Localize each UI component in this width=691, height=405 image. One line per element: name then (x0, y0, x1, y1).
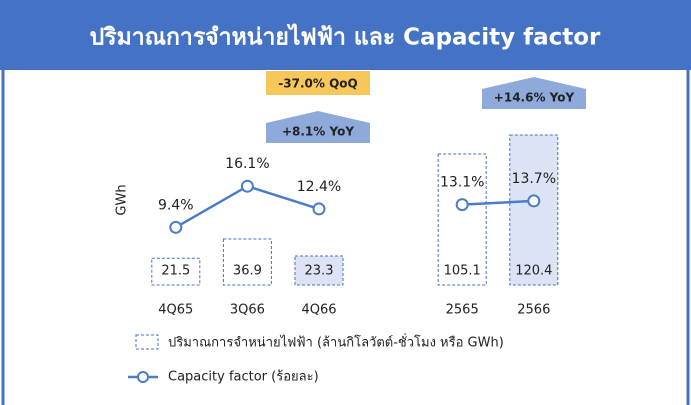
chart-title: ปริมาณการจำหน่ายไฟฟ้า และ Capacity facto… (90, 23, 601, 51)
legend-swatch (135, 334, 159, 350)
bar (151, 257, 201, 286)
annotation-box (266, 111, 370, 143)
bar-label: 23.3 (305, 264, 334, 279)
line-marker (169, 220, 183, 234)
legend-label: Capacity factor (ร้อยละ) (168, 370, 319, 385)
bar (509, 134, 559, 286)
point-label: 13.1% (440, 175, 484, 191)
y-axis-label: GWh (115, 184, 130, 215)
bar-label: 120.4 (515, 264, 552, 279)
legend-label: ปริมาณการจำหน่ายไฟฟ้า (ล้านกิโลวัตต์-ชั่… (168, 334, 504, 351)
point-label: 12.4% (297, 179, 341, 195)
bar-label: 36.9 (233, 264, 262, 279)
x-tick-label: 2565 (446, 303, 479, 318)
point-label: 16.1% (225, 156, 269, 172)
line-marker (527, 194, 541, 208)
annotation: +14.6% YoY (494, 91, 575, 105)
line-marker (312, 202, 326, 216)
point-label: 9.4% (158, 197, 194, 213)
bar (437, 153, 487, 286)
legend-swatch (137, 371, 149, 383)
line-marker (240, 179, 254, 193)
annotation-box (266, 71, 370, 95)
annotation-box (482, 77, 586, 109)
point-label: 13.7% (512, 171, 556, 187)
annotation: +8.1% YoY (282, 125, 354, 139)
x-tick-label: 4Q65 (158, 303, 193, 318)
annotation: -37.0% QoQ (278, 77, 357, 91)
bar-label: 105.1 (444, 264, 481, 279)
header (0, 0, 691, 70)
line-marker (455, 198, 469, 212)
bar (294, 255, 344, 286)
x-tick-label: 2566 (517, 303, 550, 318)
x-tick-label: 3Q66 (230, 303, 265, 318)
x-tick-label: 4Q66 (301, 303, 336, 318)
bar-label: 21.5 (161, 264, 190, 279)
bar (222, 238, 272, 286)
